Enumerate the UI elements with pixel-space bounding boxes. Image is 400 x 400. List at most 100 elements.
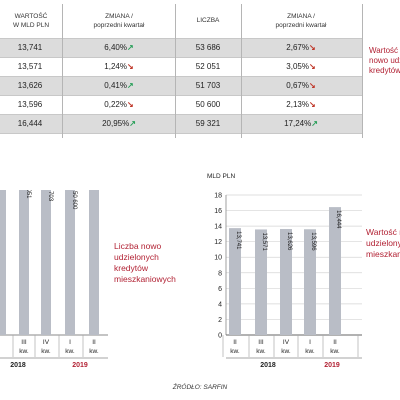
arrow-down-icon: ↘ <box>126 62 134 71</box>
y-tick-label: 8 <box>218 270 222 277</box>
x-tick-label: kw. <box>230 348 240 355</box>
y-tick-label: 16 <box>214 208 222 215</box>
x-tick-label: III <box>258 339 264 346</box>
cell-change-count-text: 2,67% <box>286 43 309 52</box>
cell-change-count: 17,24%↗ <box>242 114 360 133</box>
arrow-up-icon: ↗ <box>126 81 134 90</box>
x-tick-label: I <box>69 339 71 346</box>
row-divider <box>0 76 362 77</box>
cell-value: 13,571 <box>0 57 60 76</box>
cell-change-value-text: 0,22% <box>104 100 127 109</box>
table-row: 13,741 6,40%↗ 53 686 2,67%↘ <box>0 38 362 57</box>
y-tick-label: 18 <box>214 193 222 200</box>
row-divider <box>0 95 362 96</box>
x-tick-label: kw. <box>256 348 266 355</box>
y-tick-label: 6 <box>218 286 222 293</box>
cell-value-text: 13,741 <box>17 43 43 52</box>
cell-change-count: 0,67%↘ <box>242 76 360 95</box>
year-label: 2019 <box>72 362 88 369</box>
right-chart-label-line: udzielonyc <box>366 238 400 248</box>
cell-value: 13,596 <box>0 95 60 114</box>
row-divider <box>0 114 362 115</box>
cell-change-count-text: 2,13% <box>286 100 309 109</box>
y-tick-label: 2 <box>218 317 222 324</box>
cell-count: 59 321 <box>176 114 240 133</box>
cell-change-count-text: 0,67% <box>286 81 309 90</box>
bar-value-label: 16,444 <box>335 210 341 229</box>
arrow-up-icon: ↗ <box>129 119 136 128</box>
x-tick-label: kw. <box>65 348 75 355</box>
left-chart-label: Liczba nowo udzielonych kredytów mieszka… <box>114 241 204 285</box>
header-value-line2: W MLD PLN <box>12 22 50 29</box>
header-value: WARTOŚĆ W MLD PLN <box>2 12 60 30</box>
bar <box>255 229 267 335</box>
right-chart-label-line: mieszkanio <box>366 249 400 259</box>
header-change-value-line2: poprzedni kwartał <box>93 22 145 29</box>
bar <box>41 190 51 335</box>
header-change-value-line1: ZMIANA / <box>105 13 133 20</box>
cell-change-value: 0,22%↘ <box>64 95 174 114</box>
x-tick-label: kw. <box>19 348 29 355</box>
cell-change-value-text: 0,41% <box>104 81 127 90</box>
row-divider <box>0 38 362 39</box>
left-chart-label-line: udzielonych <box>114 252 159 262</box>
cell-change-count: 2,13%↘ <box>242 95 360 114</box>
bar <box>304 229 316 335</box>
cell-change-value-text: 1,24% <box>104 62 127 71</box>
y-tick-label: 4 <box>218 301 222 308</box>
x-tick-label: IV <box>43 339 50 346</box>
cell-change-count-text: 17,24% <box>284 119 312 128</box>
table-row: 13,596 0,22%↘ 50 600 2,13%↘ <box>0 95 362 114</box>
left-chart-label-line: mieszkaniowych <box>114 274 176 284</box>
cell-value-text: 13,571 <box>17 62 43 71</box>
row-divider <box>0 57 362 58</box>
bar <box>229 228 241 335</box>
cell-value-text: 16,444 <box>17 119 43 128</box>
bar-value-label: 13,571 <box>261 232 267 251</box>
header-change-count-line1: ZMIANA / <box>287 13 315 20</box>
cell-value: 13,626 <box>0 76 60 95</box>
cell-value: 13,741 <box>0 38 60 57</box>
cell-change-value: 1,24%↘ <box>64 57 174 76</box>
x-tick-label: III <box>21 339 27 346</box>
cell-count: 50 600 <box>176 95 240 114</box>
header-change-count: ZMIANA / poprzedni kwartał <box>242 12 360 30</box>
cell-count-text: 52 051 <box>195 62 221 71</box>
x-tick-label: II <box>233 339 237 346</box>
cell-count-text: 59 321 <box>195 119 221 128</box>
bar <box>280 229 292 335</box>
x-tick-label: kw. <box>41 348 51 355</box>
cell-change-value: 6,40%↗ <box>64 38 174 57</box>
left-chart-label-line: kredytów <box>114 263 149 273</box>
arrow-down-icon: ↘ <box>308 81 316 90</box>
table-row: 13,626 0,41%↗ 51 703 0,67%↘ <box>0 76 362 95</box>
cell-change-value: 20,95%↗ <box>64 114 174 133</box>
bar <box>329 207 341 335</box>
year-label: 2018 <box>10 362 26 369</box>
column-divider <box>362 4 363 138</box>
bar-value-label: 51 703 <box>47 190 53 202</box>
bar <box>0 190 6 335</box>
cell-count: 51 703 <box>176 76 240 95</box>
right-chart-unit: MLD PLN <box>207 173 236 180</box>
table-row: 16,444 20,95%↗ 59 321 17,24%↗ <box>0 114 362 133</box>
cell-change-value-text: 6,40% <box>104 43 127 52</box>
x-tick-label: I <box>309 339 311 346</box>
arrow-down-icon: ↘ <box>308 62 316 71</box>
cell-value-text: 13,626 <box>17 81 43 90</box>
x-tick-label: II <box>92 339 96 346</box>
bar <box>19 190 29 335</box>
x-tick-label: kw. <box>89 348 99 355</box>
x-tick-label: kw. <box>330 348 340 355</box>
bar-value-label: 50 600 <box>71 191 77 210</box>
table-side-label-line: kredytów <box>369 66 400 75</box>
cell-count-text: 51 703 <box>195 81 221 90</box>
bar-value-label: 13,626 <box>286 232 292 251</box>
cell-value: 16,444 <box>0 114 60 133</box>
cell-change-value: 0,41%↗ <box>64 76 174 95</box>
cell-count-text: 50 600 <box>195 100 221 109</box>
x-tick-label: kw. <box>281 348 291 355</box>
arrow-up-icon: ↗ <box>311 119 318 128</box>
cell-count: 53 686 <box>176 38 240 57</box>
